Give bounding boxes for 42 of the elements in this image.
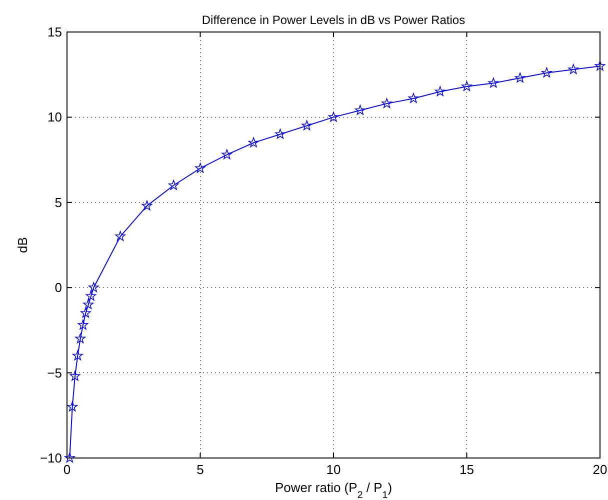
point xyxy=(248,137,259,148)
point xyxy=(195,162,206,173)
point xyxy=(83,299,94,310)
point xyxy=(67,401,78,412)
x-tick-label: 20 xyxy=(592,462,608,477)
point xyxy=(542,67,552,78)
point xyxy=(328,112,339,122)
point xyxy=(142,200,152,210)
x-tick-label: 15 xyxy=(460,462,474,477)
point xyxy=(64,452,75,462)
point xyxy=(382,98,392,108)
point xyxy=(434,86,446,96)
chart-title: Difference in Power Levels in dB vs Power Ratios xyxy=(202,13,466,27)
point xyxy=(354,104,366,115)
point xyxy=(275,128,286,139)
point xyxy=(488,78,499,88)
point xyxy=(222,149,232,160)
point xyxy=(408,93,419,103)
y-tick-label: 10 xyxy=(48,110,62,125)
point xyxy=(86,290,96,301)
point xyxy=(75,333,86,344)
y-tick-label: 0 xyxy=(54,280,62,296)
y-axis-title: dB xyxy=(15,237,30,253)
point xyxy=(70,370,80,381)
x-tick-label: 5 xyxy=(196,462,204,477)
x-axis-title: Power ratio (P$_{2}$ / P$_{1}$) xyxy=(274,480,392,500)
point xyxy=(80,308,91,318)
y-tick-label: 5 xyxy=(54,194,62,210)
point xyxy=(462,81,472,91)
point xyxy=(568,64,579,74)
point xyxy=(302,120,312,130)
x-tick-label: 10 xyxy=(326,462,341,477)
point xyxy=(72,350,83,360)
y-tick-label: −5 xyxy=(47,365,62,380)
point xyxy=(115,231,126,241)
y-tick-label: 15 xyxy=(48,24,62,40)
point xyxy=(88,282,99,292)
y-tick-label: −10 xyxy=(40,450,62,466)
point xyxy=(514,72,526,82)
point xyxy=(168,180,179,190)
point xyxy=(78,320,88,330)
point xyxy=(594,60,606,71)
